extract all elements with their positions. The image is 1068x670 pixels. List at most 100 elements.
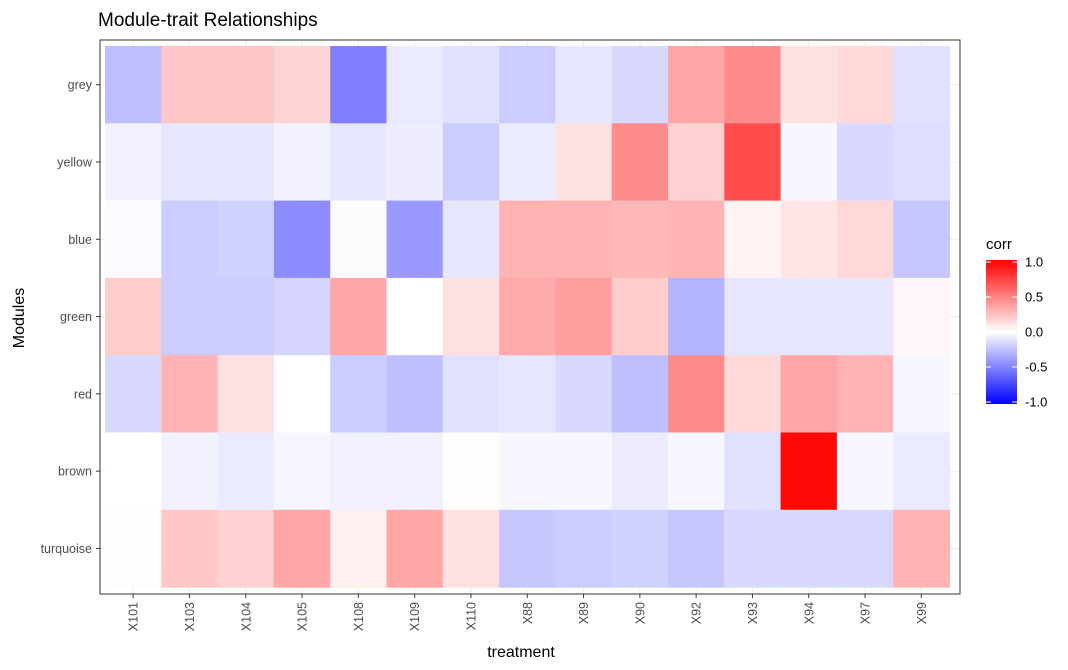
heatmap-cell-green-X94 <box>780 277 838 356</box>
heatmap-cell-blue-X108 <box>330 200 388 279</box>
heatmap-cell-brown-X108 <box>330 432 388 511</box>
heatmap-cell-yellow-X97 <box>836 123 894 202</box>
legend-tick-label: 0.0 <box>1025 325 1043 340</box>
heatmap-cell-grey-X110 <box>442 46 500 124</box>
heatmap-cell-blue-X109 <box>386 200 444 279</box>
heatmap-cell-blue-X89 <box>555 200 613 279</box>
heatmap-cell-brown-X90 <box>611 432 669 511</box>
y-tick-label: red <box>74 387 92 401</box>
heatmap-cell-turquoise-X110 <box>442 509 500 588</box>
y-tick-label: grey <box>68 78 93 92</box>
heatmap-cell-yellow-X109 <box>386 123 444 202</box>
legend: corr 1.0 0.5 0.0 -0.5 -1.0 <box>986 236 1047 410</box>
heatmap-cell-red-X101 <box>105 355 162 434</box>
legend-colorbar <box>986 260 1017 404</box>
x-tick-label: X93 <box>746 602 760 624</box>
heatmap-cell-yellow-X93 <box>724 123 782 202</box>
legend-tick-label: 1.0 <box>1025 255 1043 270</box>
heatmap-cell-grey-X94 <box>780 46 838 124</box>
heatmap-cell-blue-X88 <box>499 200 556 279</box>
heatmap-cell-yellow-X94 <box>780 123 838 202</box>
heatmap-cell-grey-X103 <box>161 46 219 124</box>
heatmap-cell-yellow-X105 <box>273 123 331 202</box>
heatmap-cell-turquoise-X99 <box>893 509 951 588</box>
heatmap-cell-grey-X92 <box>668 46 725 124</box>
heatmap-cell-grey-X97 <box>836 46 894 124</box>
x-axis-ticks: X101 X103 X104 X105 X108 X109 X110 X88 X89 X90 X92… <box>127 594 929 631</box>
heatmap-cell-brown-X89 <box>555 432 613 511</box>
heatmap-cell-grey-X105 <box>273 46 331 124</box>
heatmap-cell-yellow-X99 <box>893 123 951 202</box>
y-tick-label: blue <box>68 233 92 247</box>
heatmap-cell-grey-X101 <box>105 46 162 124</box>
heatmap-cell-blue-X92 <box>668 200 725 279</box>
heatmap-cell-grey-X99 <box>893 46 951 124</box>
heatmap-cell-red-X92 <box>668 355 725 434</box>
heatmap-cell-brown-X97 <box>836 432 894 511</box>
heatmap-cell-grey-X108 <box>330 46 388 124</box>
heatmap-cell-turquoise-X88 <box>499 509 556 588</box>
heatmap-cell-brown-X92 <box>668 432 725 511</box>
legend-tick-label: -0.5 <box>1025 360 1047 375</box>
heatmap-cell-yellow-X92 <box>668 123 725 202</box>
heatmap-cell-blue-X105 <box>273 200 331 279</box>
y-tick-label: brown <box>58 465 92 479</box>
heatmap-cell-blue-X97 <box>836 200 894 279</box>
heatmap-cell-brown-X103 <box>161 432 219 511</box>
heatmap-cell-turquoise-X94 <box>780 509 838 588</box>
heatmap-cell-green-X99 <box>893 277 951 356</box>
heatmap-cell-red-X105 <box>273 355 331 434</box>
heatmap-cells <box>105 46 951 588</box>
x-tick-label: X89 <box>577 602 591 624</box>
heatmap-cell-red-X89 <box>555 355 613 434</box>
heatmap-cell-brown-X99 <box>893 432 951 511</box>
heatmap-cell-green-X104 <box>217 277 275 356</box>
heatmap-cell-yellow-X101 <box>105 123 162 202</box>
x-tick-label: X103 <box>183 602 197 631</box>
heatmap-cell-yellow-X90 <box>611 123 669 202</box>
heatmap-cell-turquoise-X90 <box>611 509 669 588</box>
heatmap-cell-green-X108 <box>330 277 388 356</box>
legend-tick-label: -1.0 <box>1025 395 1047 410</box>
heatmap-cell-turquoise-X93 <box>724 509 782 588</box>
heatmap-cell-red-X104 <box>217 355 275 434</box>
heatmap-cell-blue-X90 <box>611 200 669 279</box>
legend-tick-label: 0.5 <box>1025 290 1043 305</box>
heatmap-cell-green-X88 <box>499 277 556 356</box>
heatmap-cell-turquoise-X92 <box>668 509 725 588</box>
heatmap-cell-yellow-X103 <box>161 123 219 202</box>
heatmap-cell-red-X88 <box>499 355 556 434</box>
y-tick-label: yellow <box>57 155 93 169</box>
heatmap-cell-turquoise-X97 <box>836 509 894 588</box>
heatmap-cell-red-X94 <box>780 355 838 434</box>
heatmap-cell-grey-X88 <box>499 46 556 124</box>
heatmap-cell-turquoise-X104 <box>217 509 275 588</box>
x-tick-label: X104 <box>239 602 253 631</box>
legend-title: corr <box>986 236 1012 253</box>
heatmap-cell-turquoise-X101 <box>105 509 162 588</box>
heatmap-cell-red-X103 <box>161 355 219 434</box>
chart-title: Module-trait Relationships <box>98 10 318 31</box>
heatmap-cell-grey-X89 <box>555 46 613 124</box>
heatmap-cell-green-X90 <box>611 277 669 356</box>
heatmap-cell-brown-X109 <box>386 432 444 511</box>
heatmap-cell-green-X97 <box>836 277 894 356</box>
heatmap-cell-green-X103 <box>161 277 219 356</box>
x-tick-label: X105 <box>296 602 310 631</box>
x-tick-label: X108 <box>352 602 366 631</box>
heatmap-cell-yellow-X108 <box>330 123 388 202</box>
heatmap-cell-turquoise-X109 <box>386 509 444 588</box>
heatmap-cell-yellow-X110 <box>442 123 500 202</box>
heatmap-cell-brown-X101 <box>105 432 162 511</box>
heatmap-cell-blue-X110 <box>442 200 500 279</box>
x-tick-label: X110 <box>464 602 478 630</box>
heatmap-cell-grey-X109 <box>386 46 444 124</box>
heatmap-cell-red-X110 <box>442 355 500 434</box>
heatmap-cell-green-X110 <box>442 277 500 356</box>
heatmap-cell-red-X90 <box>611 355 669 434</box>
heatmap-cell-red-X99 <box>893 355 951 434</box>
heatmap-cell-green-X109 <box>386 277 444 356</box>
y-tick-label: turquoise <box>41 542 92 556</box>
heatmap-cell-yellow-X89 <box>555 123 613 202</box>
